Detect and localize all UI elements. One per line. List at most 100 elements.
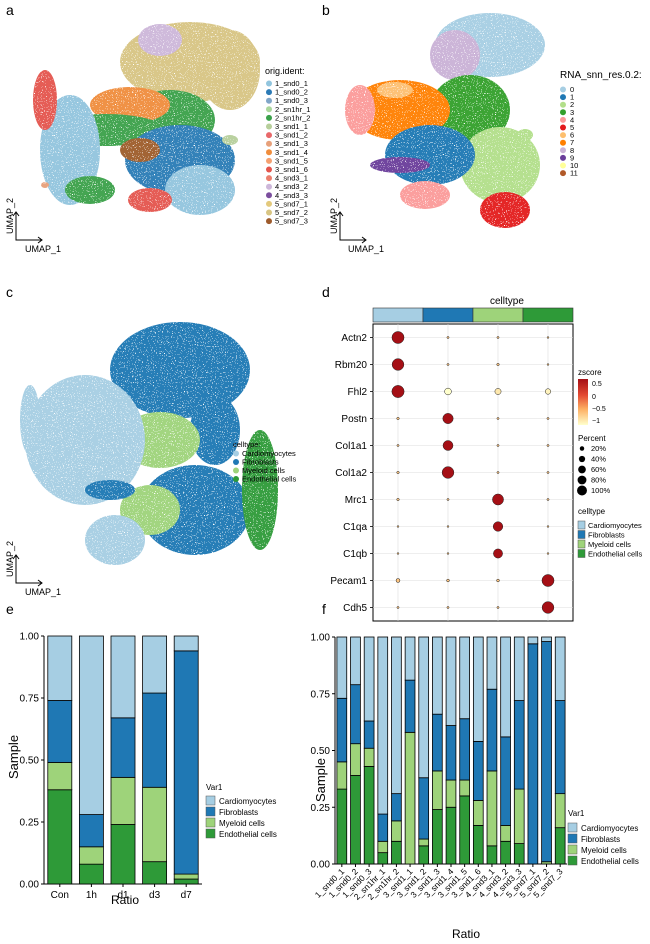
bar-segment [554,827,566,865]
legend-c-item: Fibroblasts [242,458,279,467]
umap-a-xlabel: UMAP_1 [25,244,61,254]
dot-celltype-title: celltype [578,507,606,516]
dot-mark [541,601,555,614]
umap-plot-c: UMAP_1 UMAP_2 [5,322,278,597]
bar-legend-label: Myeloid cells [219,819,265,828]
panel-label-b: b [322,2,330,18]
percent-legend-dot [578,455,586,463]
umap-plot-a: UMAP_1 UMAP_2 [5,22,260,254]
bar-segment [377,813,389,842]
dot-mark [546,471,550,474]
legend-a-swatch [266,123,272,130]
dot-mark [396,552,400,555]
legend-c-item: Myeloid cells [242,466,285,475]
bar-segment [110,635,136,719]
bar-e-ylabel: Sample [6,735,21,779]
legend-a-item: 4_snd3_3 [275,191,308,200]
bar-legend-swatch [205,806,216,817]
legend-celltype-c: celltype: CardiomyocytesFibroblastsMyelo… [233,440,296,484]
bar-segment [513,843,525,865]
percent-legend-dot [577,485,587,496]
legend-a-item: 1_snd0_1 [275,79,308,88]
percent-legend: 20% 40%60% 80%100% [577,444,611,496]
panel-label-f: f [322,601,326,617]
bar-legend-swatch [567,855,578,866]
bar-segment [404,731,416,865]
zscore-ticks: 0.5 0 −0.5 −1 [592,381,606,425]
x-tick-label: 1h [86,890,97,901]
bar-segment [363,765,375,865]
bar-segment [418,838,430,847]
y-tick-label: 0.00 [20,880,40,891]
bar-segment [445,725,457,781]
dot-plot: celltype Actn2 Rbm20 Fhl2 Postn Col1a1 Col1a2… [330,296,642,622]
bar-segment [500,825,511,842]
bar-segment [78,635,104,815]
bar-segment [377,636,389,815]
dot-marks [391,331,555,614]
dot-mark [496,578,500,583]
x-tick-label: d3 [149,890,161,901]
legend-b-item: 0 [570,85,574,94]
bar-segment [363,720,375,749]
dot-mark [496,336,500,339]
bar-segment [500,840,511,865]
bar-e-bars [47,635,199,885]
bar-segment [391,820,402,842]
dot-mark [496,444,500,447]
bar-segment [418,636,430,779]
legend-b-title: RNA_snn_res.0.2: [560,70,642,81]
bar-segment [513,700,525,790]
legend-a-swatch [266,106,272,113]
bar-segment [418,845,430,865]
bar-segment [336,636,348,699]
bar-segment [459,718,470,781]
bar-segment [472,636,484,742]
bar-segment [391,840,402,865]
dot-mark [446,578,450,583]
bar-f-legend: Cardiomyocytes Fibroblasts Myeloid cells En… [567,822,639,866]
bar-legend-label: Endothelial cells [219,830,277,839]
dot-mark [442,440,454,451]
dotplot-top-label: celltype [490,296,524,307]
percent-legend-label: 100% [591,486,611,495]
dot-mark [496,417,500,420]
dot-mark [544,388,552,395]
stacked-bar-f: 0.000.250.500.751.001_snd0_11_snd0_21_sn… [311,633,639,942]
x-tick-label: Con [51,890,69,901]
dot-mark [442,413,454,424]
dot-celltype-swatch [577,549,586,558]
dot-mark [492,521,504,532]
bar-segment [336,788,348,865]
dot-celltype-swatch [577,520,586,530]
legend-a-swatch [266,132,272,139]
legend-a-swatch [266,183,272,190]
legend-c-item: Endothelial cells [242,475,296,484]
gene-label: C1qa [343,522,367,533]
legend-b-item: 5 [570,123,574,132]
percent-legend-label: 60% [591,465,606,474]
panel-label-e: e [6,601,14,617]
dot-mark [446,606,450,609]
legend-a-item: 1_snd0_2 [275,88,308,97]
legend-a-swatch [266,149,272,156]
legend-a-swatch [266,140,272,147]
bar-segment [173,635,199,652]
dot-mark [446,525,450,528]
bar-legend-swatch [205,817,216,828]
bar-segment [513,636,525,701]
legend-c-item: Cardiomyocytes [242,449,296,458]
bar-segment [445,806,457,865]
bar-legend-swatch [567,844,578,855]
bar-legend-label: Fibroblasts [219,808,258,817]
dot-mark [546,444,550,447]
dot-mark [546,336,550,339]
legend-b-swatch [560,124,566,131]
y-tick-label: 0.50 [311,746,331,757]
bar-segment [541,641,552,863]
bar-segment [459,795,470,865]
dot-mark [396,417,400,420]
bar-f-bars [336,636,566,865]
